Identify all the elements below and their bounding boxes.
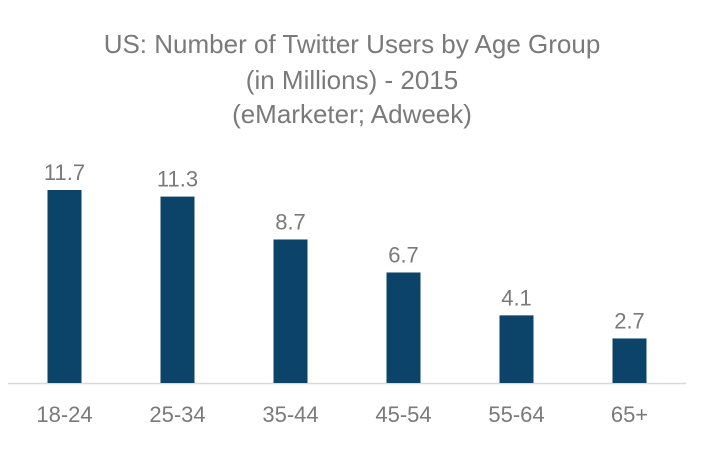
chart-title: US: Number of Twitter Users by Age Group [103, 29, 601, 59]
value-label-45-54: 6.7 [388, 242, 419, 267]
bar-18-24 [47, 190, 82, 383]
x-tick-label-35-44: 35-44 [262, 402, 318, 427]
x-tick-label-25-34: 25-34 [149, 402, 205, 427]
value-label-group: 11.7 11.3 8.7 6.7 4.1 2.7 [44, 160, 645, 333]
bar-group [47, 190, 647, 383]
x-tick-label-18-24: 18-24 [36, 402, 92, 427]
bar-35-44 [273, 239, 308, 383]
value-label-35-44: 8.7 [275, 209, 306, 234]
value-label-65+: 2.7 [614, 308, 645, 333]
x-tick-label-group: 18-24 25-34 35-44 45-54 55-64 65+ [36, 402, 648, 427]
x-tick-label-55-64: 55-64 [488, 402, 544, 427]
x-tick-label-65+: 65+ [611, 402, 648, 427]
chart-subtitle: (in Millions) - 2015 [245, 65, 459, 95]
bar-65+ [612, 338, 647, 383]
chart-source: (eMarketer; Adweek) [232, 99, 472, 129]
value-label-55-64: 4.1 [501, 285, 532, 310]
x-tick-label-45-54: 45-54 [375, 402, 431, 427]
value-label-18-24: 11.7 [44, 160, 85, 185]
bar-45-54 [386, 272, 421, 383]
bar-25-34 [160, 196, 195, 383]
bar-55-64 [499, 315, 534, 383]
value-label-25-34: 11.3 [157, 167, 198, 192]
